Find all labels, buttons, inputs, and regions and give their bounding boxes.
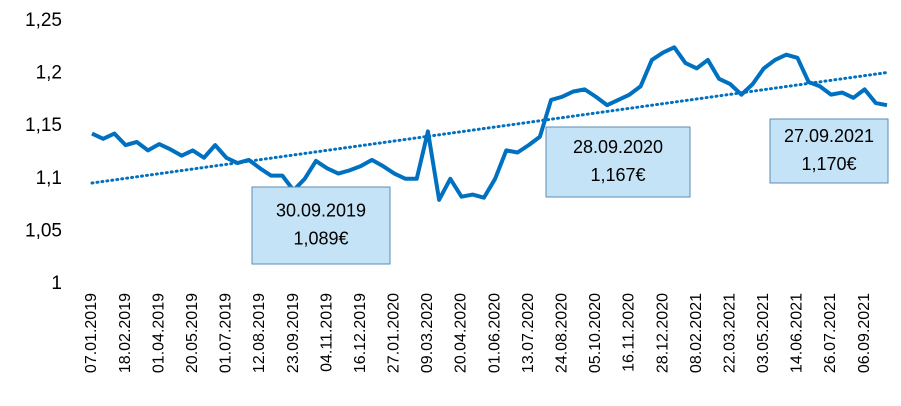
y-tick-label: 1 [51, 273, 62, 294]
x-tick-label: 20.04.2020 [453, 293, 470, 373]
y-tick-label: 1,15 [25, 115, 62, 136]
x-tick-label: 16.12.2019 [352, 293, 369, 373]
x-tick-label: 06.09.2021 [856, 293, 873, 373]
annotation-text: 1,167€ [590, 165, 645, 185]
x-tick-label: 01.07.2019 [218, 293, 235, 373]
annotation-text: 27.09.2021 [784, 126, 874, 146]
y-tick-label: 1,2 [36, 63, 62, 84]
annotation-box [769, 118, 889, 184]
annotation-text: 1,089€ [293, 228, 348, 248]
y-tick-label: 1,1 [36, 168, 62, 189]
x-tick-label: 04.11.2019 [318, 293, 335, 372]
x-tick-label: 26.07.2021 [822, 293, 839, 373]
x-tick-label: 07.01.2019 [83, 293, 100, 373]
x-tick-label: 20.05.2019 [184, 293, 201, 373]
x-tick-label: 18.02.2019 [117, 293, 134, 373]
x-tick-label: 14.06.2021 [789, 293, 806, 373]
y-tick-label: 1,05 [25, 220, 62, 241]
x-tick-label: 23.09.2019 [285, 293, 302, 373]
annotation-text: 1,170€ [801, 154, 856, 174]
x-tick-label: 09.03.2020 [419, 293, 436, 373]
y-tick-label: 1,25 [25, 10, 62, 31]
x-tick-label: 01.04.2019 [150, 293, 167, 373]
x-tick-label: 03.05.2021 [755, 293, 772, 373]
data-line [91, 45, 888, 202]
x-tick-label: 08.02.2021 [688, 293, 705, 373]
annotation-text: 28.09.2020 [573, 137, 663, 157]
x-tick-label: 13.07.2020 [520, 293, 537, 373]
x-tick-label: 27.01.2020 [386, 293, 403, 373]
x-tick-label: 28.12.2020 [654, 293, 671, 373]
x-tick-label: 01.06.2020 [486, 293, 503, 373]
x-tick-label: 12.08.2019 [251, 293, 268, 373]
x-tick-label: 24.08.2020 [554, 293, 571, 373]
annotation-box [251, 186, 391, 265]
trend-line [90, 71, 889, 185]
annotation-text: 30.09.2019 [276, 200, 366, 220]
x-tick-label: 16.11.2020 [621, 293, 638, 372]
x-tick-label: 05.10.2020 [587, 293, 604, 373]
x-tick-label: 22.03.2021 [721, 293, 738, 373]
annotation-box [545, 126, 691, 198]
